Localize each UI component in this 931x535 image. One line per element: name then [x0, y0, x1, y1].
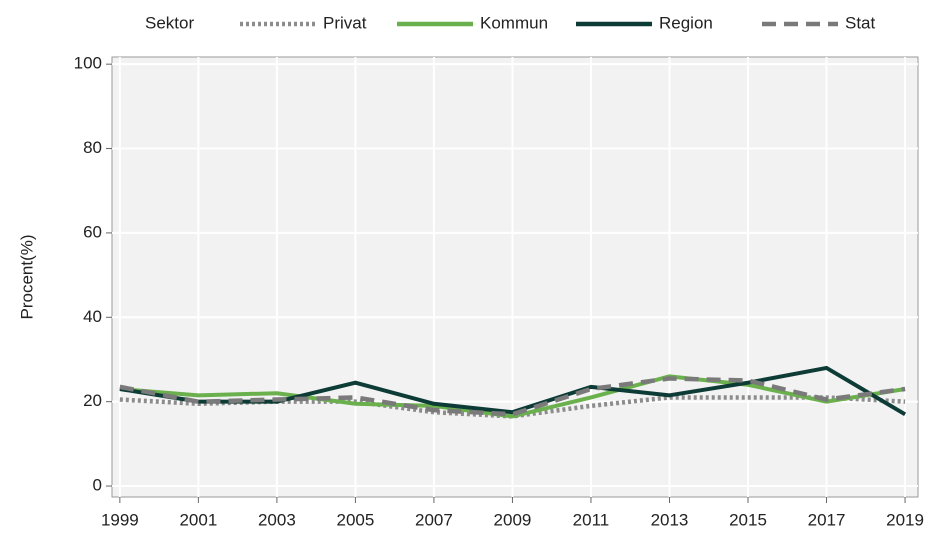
y-axis-label: Procent(%) — [17, 234, 36, 319]
x-tick-label: 2013 — [651, 510, 689, 529]
x-tick-label: 1999 — [101, 510, 139, 529]
x-tick-label: 2015 — [729, 510, 767, 529]
y-tick-label: 60 — [83, 222, 102, 241]
y-tick-label: 20 — [83, 391, 102, 410]
y-tick-label: 80 — [83, 138, 102, 157]
x-tick-label: 2009 — [494, 510, 532, 529]
series-line — [119, 395, 906, 419]
plot-area — [111, 56, 919, 498]
x-tick-label: 2003 — [258, 510, 296, 529]
x-tick-label: 2017 — [808, 510, 846, 529]
x-tick-label: 2011 — [573, 510, 610, 529]
x-tick-label: 2005 — [336, 510, 374, 529]
x-tick-label: 2001 — [179, 510, 217, 529]
y-tick-label: 40 — [83, 307, 102, 326]
legend-label: Kommun — [480, 13, 548, 32]
y-tick-label: 100 — [74, 54, 102, 73]
legend-label: Stat — [845, 13, 876, 32]
series-line — [119, 374, 906, 419]
series-line — [119, 376, 906, 417]
x-tick-label: 2019 — [886, 510, 924, 529]
legend-label: Region — [659, 13, 713, 32]
legend-label: Privat — [323, 13, 367, 32]
y-tick-label: 0 — [93, 476, 102, 495]
x-tick-label: 2007 — [415, 510, 453, 529]
legend-title: Sektor — [145, 13, 194, 32]
